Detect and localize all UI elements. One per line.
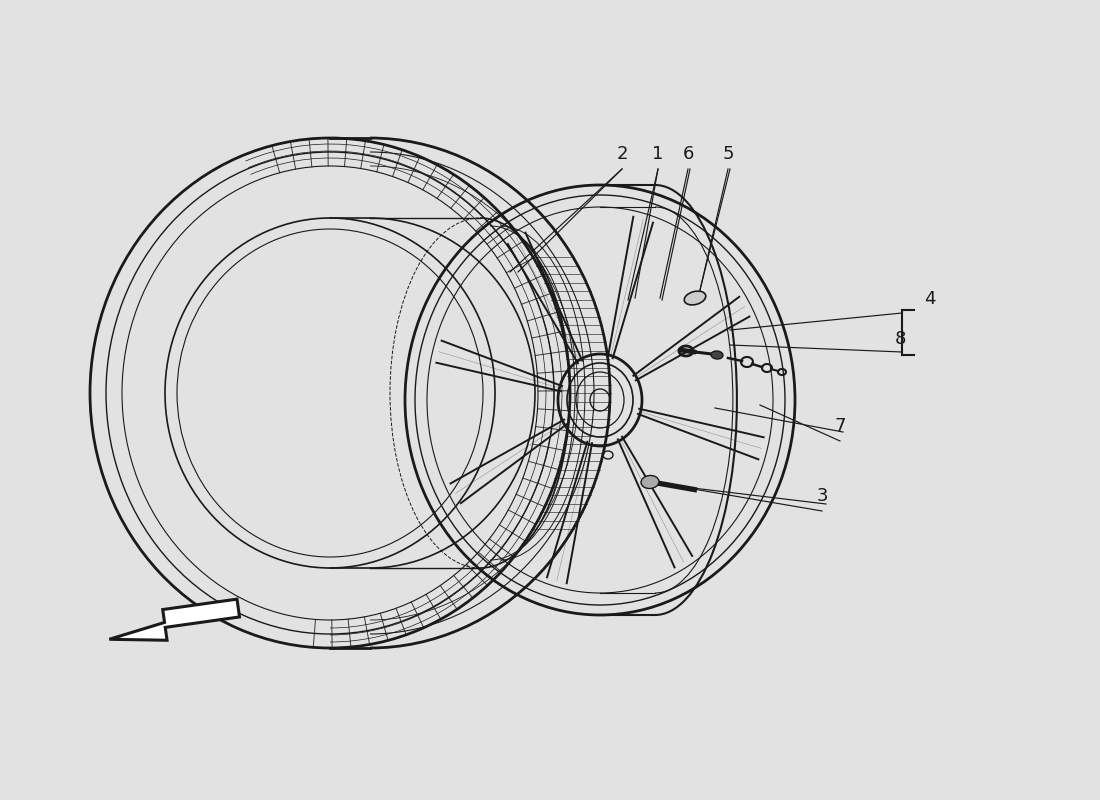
Ellipse shape [711,351,723,359]
Text: 3: 3 [816,487,827,505]
Text: 6: 6 [682,145,694,163]
Text: 1: 1 [652,145,663,163]
Text: 5: 5 [723,145,734,163]
Polygon shape [109,599,240,640]
Text: 4: 4 [924,290,936,308]
Text: 7: 7 [834,417,846,435]
Text: 8: 8 [894,330,905,348]
Text: 2: 2 [616,145,628,163]
Ellipse shape [684,291,706,305]
Ellipse shape [641,475,659,489]
